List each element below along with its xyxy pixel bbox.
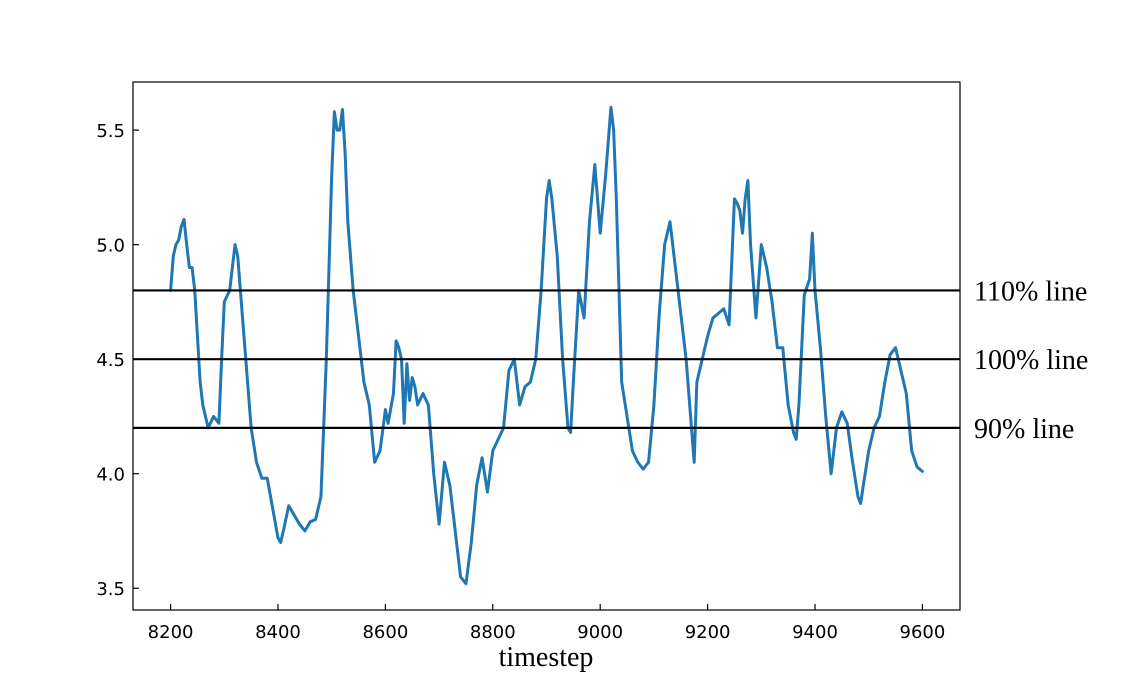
data-line [169,105,924,586]
x-tick-label: 9000 [577,622,623,643]
x-tick-label: 8400 [255,622,301,643]
x-tick-label: 8800 [470,622,516,643]
reference-label: 110% line [974,276,1087,307]
x-tick-label: 9200 [685,622,731,643]
y-tick-label: 5.0 [96,236,125,257]
y-tick-label: 5.5 [96,121,125,142]
y-tick-label: 4.5 [96,350,125,371]
reference-label: 90% line [974,414,1074,445]
plot-frame [132,81,961,611]
x-tick-label: 8600 [362,622,408,643]
x-tick-label: 8200 [148,622,194,643]
reference-label: 100% line [974,345,1088,376]
x-tick-label: 9400 [792,622,838,643]
y-tick-label: 4.0 [96,465,125,486]
x-tick-label: 9600 [900,622,946,643]
x-axis-label: timestep [499,642,594,673]
y-tick-label: 3.5 [96,579,125,600]
